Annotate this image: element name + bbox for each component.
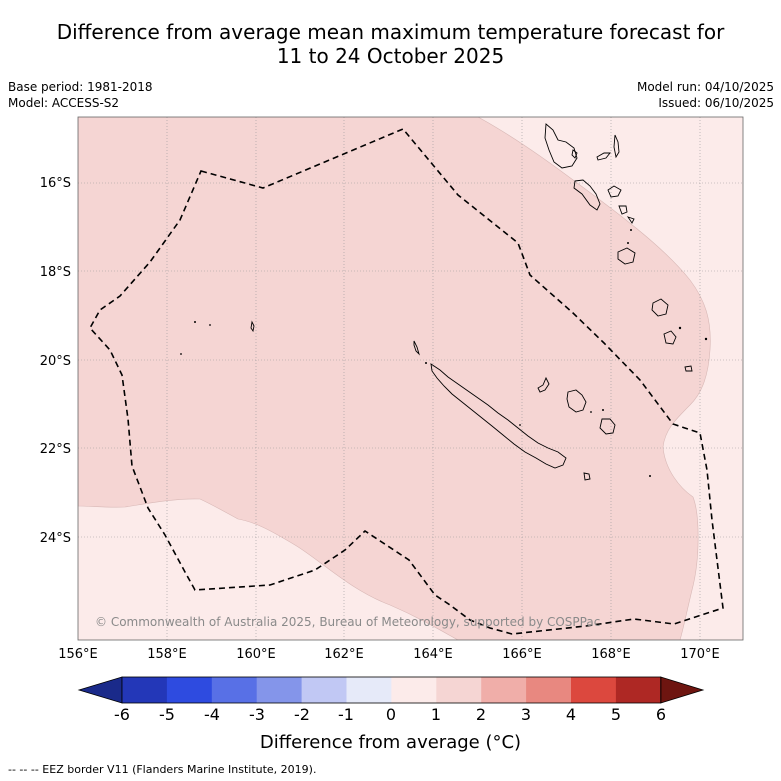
colorbar-segment: [211, 677, 258, 703]
meta-right: Model run: 04/10/2025 Issued: 06/10/2025: [637, 79, 774, 111]
lat-label: 22°S: [40, 442, 71, 457]
chart-title-line1: Difference from average mean maximum tem…: [56, 20, 725, 44]
lon-label: 164°E: [413, 647, 453, 662]
model-run: Model run: 04/10/2025: [636, 80, 774, 94]
colorbar-segment: [615, 677, 662, 703]
colorbar-tick: -1: [338, 705, 354, 724]
colorbar-segment: [346, 677, 392, 703]
colorbar-segment: [481, 677, 527, 703]
issued-date: Issued: 06/10/2025: [658, 96, 774, 110]
copyright-notice: © Commonwealth of Australia 2025, Bureau…: [95, 615, 600, 629]
colorbar: [77, 676, 705, 704]
colorbar-tick: -2: [294, 705, 310, 724]
vanuatu-maewo-coast: [613, 134, 620, 159]
eez-footnote: -- -- -- EEZ border V11 (Flanders Marine…: [8, 763, 317, 776]
colorbar-segment: [166, 677, 213, 703]
colorbar-tick: 2: [476, 705, 486, 724]
longitude-labels: 156°E 158°E 160°E 162°E 164°E 166°E 168°…: [58, 647, 720, 662]
colorbar-tick: -4: [204, 705, 220, 724]
chart-title-line2: 11 to 24 October 2025: [276, 44, 505, 68]
vanuatu-malakula-coast: [573, 179, 601, 211]
graticule: [78, 117, 743, 640]
lon-label: 156°E: [58, 647, 98, 662]
colorbar-segment: [436, 677, 482, 703]
colorbar-title: Difference from average (°C): [259, 732, 522, 753]
eez-border: [89, 128, 724, 635]
model-name: Model: ACCESS-S2: [8, 96, 120, 110]
vanuatu-espiritu-santo-coast: [544, 123, 578, 169]
vanuatu-efate-coast: [617, 247, 636, 265]
vanuatu-shepherd-coast: [626, 216, 635, 224]
colorbar-tick: -5: [159, 705, 175, 724]
vanuatu-epi-coast: [618, 205, 628, 215]
coastlines: [250, 123, 693, 481]
colorbar-segment: [256, 677, 302, 703]
isle-of-pines-coast: [583, 472, 591, 481]
lat-label: 18°S: [40, 265, 71, 280]
ouvea-coast: [537, 376, 550, 393]
colorbar-tick: 3: [521, 705, 531, 724]
chesterfield-islet-coast: [250, 320, 255, 333]
colorbar-tick: 4: [566, 705, 576, 724]
lon-label: 160°E: [236, 647, 276, 662]
map-area: © Commonwealth of Australia 2025, Bureau…: [78, 117, 743, 640]
new-caledonia-coast: [430, 363, 567, 469]
lat-label: 24°S: [40, 531, 71, 546]
colorbar-extend-high: [660, 676, 705, 704]
colorbar-segment: [526, 677, 572, 703]
colorbar-segment: [122, 677, 168, 703]
lon-label: 162°E: [324, 647, 364, 662]
latitude-labels: 16°S 18°S 20°S 22°S 24°S: [40, 176, 71, 546]
colorbar-frame: [121, 676, 662, 704]
colorbar-tick: 5: [611, 705, 621, 724]
vanuatu-pentecost-ambrym-coast: [607, 185, 622, 198]
colorbar-segment: [301, 677, 347, 703]
mare-coast: [599, 418, 616, 435]
colorbar-tick-labels: -6 -5 -4 -3 -2 -1 0 1 2 3 4 5 6: [114, 705, 666, 724]
vanuatu-erromango-coast: [651, 298, 669, 317]
colorbar-extend-low: [77, 676, 123, 704]
vanuatu-ambae-coast: [596, 152, 611, 161]
lon-label: 170°E: [680, 647, 720, 662]
vanuatu-tanna-coast: [663, 330, 677, 345]
lifou-coast: [566, 389, 587, 413]
colorbar-segment: [391, 677, 437, 703]
meta-left: Base period: 1981-2018 Model: ACCESS-S2: [8, 79, 153, 111]
lon-label: 166°E: [502, 647, 542, 662]
map-frame: [77, 116, 744, 641]
colorbar-tick: -3: [249, 705, 265, 724]
anomaly-zone-1-to-2: [78, 117, 711, 640]
lon-label: 158°E: [147, 647, 187, 662]
vanuatu-malo-coast: [571, 149, 578, 159]
colorbar-tick: 1: [431, 705, 441, 724]
belep-islands-coast: [413, 340, 420, 356]
colorbar-segment: [571, 677, 617, 703]
colorbar-tick: -6: [114, 705, 130, 724]
lat-label: 16°S: [40, 176, 71, 191]
lat-label: 20°S: [40, 354, 71, 369]
small-islets: [180, 229, 708, 477]
colorbar-tick: 6: [656, 705, 666, 724]
base-period: Base period: 1981-2018: [8, 80, 153, 94]
colorbar-tick: 0: [386, 705, 396, 724]
vanuatu-aneityum-coast: [684, 365, 693, 372]
lon-label: 168°E: [591, 647, 631, 662]
